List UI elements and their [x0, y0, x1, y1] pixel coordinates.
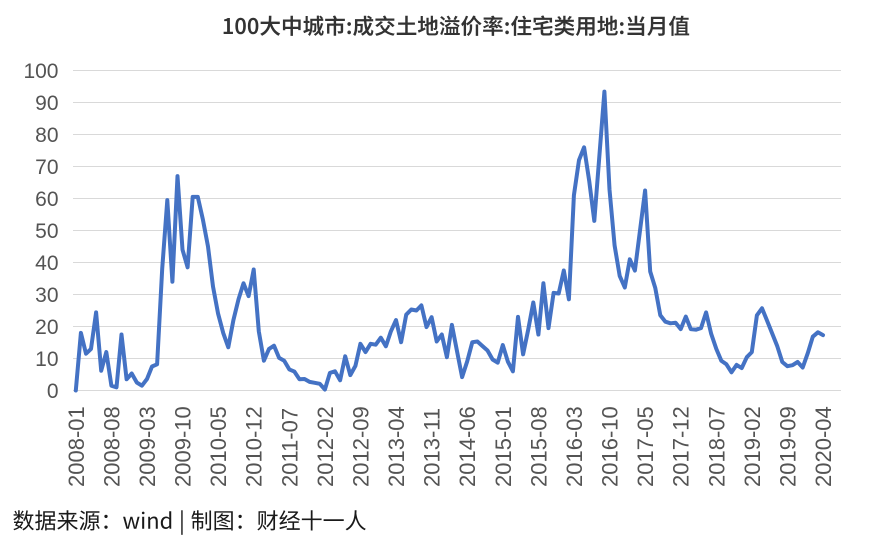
svg-text:30: 30 [35, 284, 58, 307]
svg-text:10: 10 [35, 348, 58, 371]
svg-text:70: 70 [35, 156, 58, 179]
svg-text:2012-09: 2012-09 [348, 406, 373, 487]
svg-text:2009-03: 2009-03 [135, 406, 160, 487]
svg-text:2017-12: 2017-12 [669, 406, 694, 487]
svg-text:90: 90 [35, 92, 58, 115]
svg-text:2017-05: 2017-05 [633, 406, 658, 487]
svg-text:2011-07: 2011-07 [277, 408, 302, 487]
svg-text:2019-02: 2019-02 [740, 406, 765, 487]
svg-text:2008-08: 2008-08 [99, 406, 124, 487]
svg-text:80: 80 [35, 124, 58, 147]
svg-text:2013-04: 2013-04 [384, 406, 409, 487]
svg-text:0: 0 [47, 380, 59, 403]
svg-text:2015-08: 2015-08 [526, 406, 551, 487]
svg-text:20: 20 [35, 316, 58, 339]
svg-text:2009-10: 2009-10 [171, 406, 196, 487]
svg-text:2014-06: 2014-06 [455, 406, 480, 487]
svg-text:50: 50 [35, 220, 58, 243]
svg-text:2010-05: 2010-05 [206, 406, 231, 487]
svg-text:2020-04: 2020-04 [811, 406, 836, 487]
svg-text:2016-10: 2016-10 [598, 406, 623, 487]
svg-text:2010-12: 2010-12 [242, 406, 267, 487]
svg-text:2018-07: 2018-07 [704, 406, 729, 487]
svg-text:60: 60 [35, 188, 58, 211]
svg-text:40: 40 [35, 252, 58, 275]
svg-text:2013-11: 2013-11 [420, 408, 445, 487]
svg-text:2012-02: 2012-02 [313, 406, 338, 487]
svg-text:2016-03: 2016-03 [562, 406, 587, 487]
svg-text:2019-09: 2019-09 [775, 406, 800, 487]
svg-text:100: 100 [23, 60, 58, 83]
svg-text:2015-01: 2015-01 [491, 406, 516, 487]
svg-text:2008-01: 2008-01 [64, 406, 89, 487]
